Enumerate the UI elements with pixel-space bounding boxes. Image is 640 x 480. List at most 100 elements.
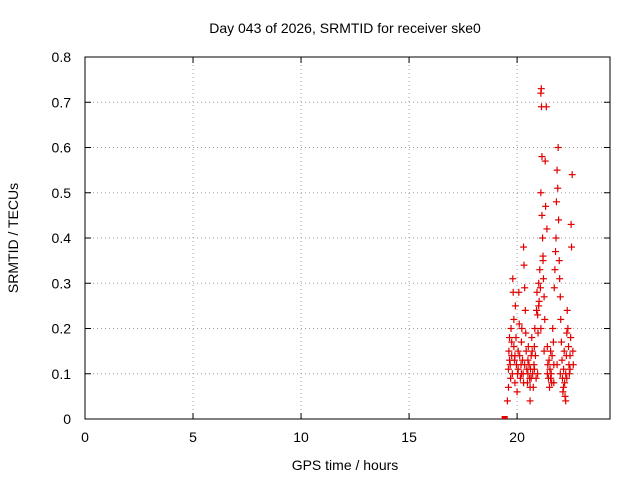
y-tick-label: 0.4 (52, 230, 72, 246)
y-tick-label: 0.6 (52, 140, 72, 156)
data-point (557, 315, 565, 323)
data-point (509, 275, 517, 283)
data-point (531, 352, 539, 360)
y-tick-label: 0.2 (52, 321, 72, 337)
data-point (522, 347, 530, 355)
data-point (524, 356, 532, 364)
data-point (552, 234, 560, 242)
grid (85, 57, 610, 419)
data-point (549, 325, 557, 332)
data-point (540, 347, 548, 355)
data-point (538, 153, 546, 161)
data-point (567, 334, 575, 342)
data-point (527, 374, 535, 382)
zero-marker (502, 416, 508, 419)
y-tick-label: 0.1 (52, 366, 72, 382)
data-point (521, 284, 529, 292)
data-point (504, 365, 512, 373)
data-point (518, 325, 526, 332)
data-point (508, 338, 516, 346)
data-point (569, 361, 577, 369)
data-point (566, 365, 574, 373)
data-point (529, 383, 537, 391)
data-point (557, 338, 565, 346)
data-point (561, 379, 569, 387)
data-point (539, 234, 547, 242)
data-point (528, 347, 536, 355)
data-point (546, 365, 554, 373)
data-point (535, 302, 543, 310)
data-point (563, 374, 571, 382)
data-point (543, 370, 551, 378)
y-tick-labels: 0 0.1 0.2 0.3 0.4 0.5 0.6 0.7 0.8 (52, 49, 72, 427)
data-point (556, 275, 564, 283)
data-point (530, 343, 538, 351)
data-point (516, 374, 524, 382)
data-point (514, 347, 522, 355)
data-point (565, 370, 573, 378)
data-point (503, 397, 511, 405)
x-axis-label: GPS time / hours (292, 457, 399, 473)
data-point (512, 334, 520, 342)
data-point (537, 189, 545, 197)
data-point (537, 85, 545, 93)
x-tick-label: 15 (401, 429, 417, 445)
data-point (533, 306, 541, 314)
data-point (530, 365, 538, 373)
data-point (510, 315, 518, 323)
data-point (520, 261, 528, 269)
data-point (545, 356, 553, 364)
x-tick-label: 10 (293, 429, 309, 445)
data-point (534, 311, 542, 319)
x-tick-label: 5 (189, 429, 197, 445)
data-point (562, 397, 570, 405)
data-point (567, 220, 575, 228)
data-point (555, 257, 563, 265)
data-point (539, 257, 547, 265)
data-point (517, 370, 525, 378)
data-point (546, 383, 554, 391)
data-point (547, 347, 555, 355)
data-point (511, 352, 519, 360)
data-point (537, 325, 545, 332)
data-point (550, 379, 558, 387)
data-point (524, 370, 532, 378)
data-point (566, 352, 574, 360)
data-point (559, 388, 567, 396)
y-tick-label: 0.5 (52, 185, 72, 201)
data-point (521, 306, 529, 314)
data-point (520, 243, 528, 251)
data-point (506, 356, 514, 364)
data-point (504, 383, 512, 391)
data-point (565, 343, 573, 351)
data-point (556, 370, 564, 378)
data-point (544, 361, 552, 369)
data-point (507, 374, 515, 382)
data-point (540, 293, 548, 301)
data-point (524, 343, 532, 351)
data-point (543, 343, 551, 351)
data-point (536, 284, 544, 292)
y-tick-label: 0.8 (52, 49, 72, 65)
x-tick-labels: 0 5 10 15 20 (81, 429, 525, 445)
data-point (517, 338, 525, 346)
data-point (543, 225, 551, 233)
data-point (538, 211, 546, 219)
data-point (558, 356, 566, 364)
data-point (560, 383, 568, 391)
data-point (511, 379, 519, 387)
data-point (560, 347, 568, 355)
data-point (528, 334, 536, 342)
axis-ticks (84, 56, 610, 420)
y-tick-label: 0.7 (52, 94, 72, 110)
chart-title: Day 043 of 2026, SRMTID for receiver ske… (209, 20, 481, 36)
x-tick-label: 20 (509, 429, 525, 445)
data-point (560, 365, 568, 373)
data-point (523, 379, 531, 387)
data-point (551, 266, 559, 274)
data-point (536, 266, 544, 274)
data-point (505, 347, 513, 355)
data-point (515, 320, 523, 328)
